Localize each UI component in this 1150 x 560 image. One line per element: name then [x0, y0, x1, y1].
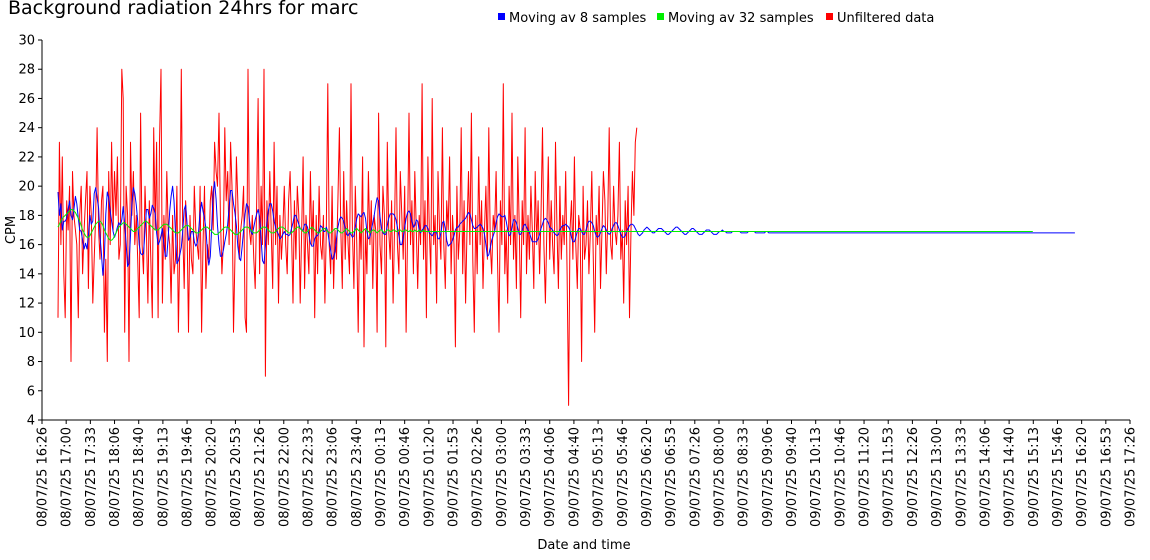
x-tick-label: 09/07/25 12:26 — [906, 427, 921, 527]
x-tick-label: 09/07/25 05:46 — [616, 427, 631, 527]
x-tick-label: 08/07/25 17:33 — [84, 427, 99, 527]
x-tick-label: 09/07/25 01:53 — [447, 427, 462, 527]
x-tick-label: 08/07/25 19:13 — [156, 427, 171, 527]
x-tick-label: 08/07/25 19:46 — [181, 427, 196, 527]
y-tick-label: 6 — [27, 384, 35, 399]
x-tick-label: 08/07/25 23:06 — [326, 427, 341, 527]
x-tick-label: 09/07/25 08:33 — [737, 427, 752, 527]
legend-label: Unfiltered data — [837, 11, 934, 26]
y-tick-label: 10 — [18, 326, 35, 341]
x-tick-label: 08/07/25 20:53 — [229, 427, 244, 527]
x-tick-label: 08/07/25 21:26 — [253, 427, 268, 527]
x-tick-label: 09/07/25 00:46 — [398, 427, 413, 527]
y-tick-label: 28 — [18, 63, 35, 78]
series-line-unfiltered — [57, 68, 638, 406]
series-line-moving-av-32 — [57, 209, 1033, 241]
x-tick-label: 09/07/25 06:53 — [664, 427, 679, 527]
y-axis-label: CPM — [4, 216, 19, 244]
y-tick-label: 4 — [27, 414, 35, 429]
y-tick-label: 8 — [27, 355, 35, 370]
x-tick-label: 09/07/25 16:20 — [1075, 427, 1090, 527]
x-tick-label: 09/07/25 07:26 — [688, 427, 703, 527]
x-tick-label: 09/07/25 15:13 — [1027, 427, 1042, 527]
legend-label: Moving av 8 samples — [509, 11, 647, 26]
legend-swatch — [498, 13, 505, 20]
y-tick-label: 26 — [18, 92, 35, 107]
x-tick-label: 09/07/25 17:26 — [1124, 427, 1139, 527]
series-line-moving-av-8 — [57, 181, 1075, 276]
x-tick-label: 08/07/25 20:20 — [205, 427, 220, 527]
x-tick-label: 08/07/25 23:40 — [350, 427, 365, 527]
x-tick-label: 09/07/25 11:53 — [882, 427, 897, 527]
x-tick-label: 09/07/25 03:33 — [519, 427, 534, 527]
x-tick-label: 09/07/25 08:00 — [712, 427, 727, 527]
y-tick-label: 14 — [18, 267, 35, 282]
legend-label: Moving av 32 samples — [668, 11, 814, 26]
y-tick-label: 22 — [18, 150, 35, 165]
y-tick-label: 12 — [18, 297, 35, 312]
y-tick-label: 18 — [18, 209, 35, 224]
legend-swatch — [826, 13, 833, 20]
x-tick-label: 09/07/25 09:06 — [761, 427, 776, 527]
y-tick-label: 16 — [18, 238, 35, 253]
series-layer — [57, 68, 1075, 406]
x-tick-label: 09/07/25 13:00 — [930, 427, 945, 527]
legend: Moving av 8 samples Moving av 32 samples U… — [498, 11, 934, 26]
x-tick-label: 08/07/25 22:00 — [277, 427, 292, 527]
x-tick-label: 09/07/25 14:06 — [978, 427, 993, 527]
chart-title: Background radiation 24hrs for marc — [8, 0, 359, 19]
x-tick-label: 08/07/25 22:33 — [301, 427, 316, 527]
y-tick-label: 20 — [18, 180, 35, 195]
x-tick-label: 09/07/25 06:20 — [640, 427, 655, 527]
x-tick-label: 09/07/25 09:40 — [785, 427, 800, 527]
x-tick-label: 09/07/25 11:20 — [858, 427, 873, 527]
axes-layer: 4 6 8 10 12 14 16 18 20 22 24 26 28 30 08/07/25 16:26 0… — [18, 34, 1138, 527]
x-tick-label: 09/07/25 01:20 — [422, 427, 437, 527]
x-tick-label: 08/07/25 18:06 — [108, 427, 123, 527]
x-tick-label: 09/07/25 03:00 — [495, 427, 510, 527]
legend-swatch — [657, 13, 664, 20]
x-tick-label: 09/07/25 00:13 — [374, 427, 389, 527]
y-tick-label: 30 — [18, 34, 35, 49]
y-tick-label: 24 — [18, 121, 35, 136]
x-tick-label: 09/07/25 04:06 — [543, 427, 558, 527]
x-tick-label: 08/07/25 17:00 — [60, 427, 75, 527]
x-tick-label: 09/07/25 05:13 — [592, 427, 607, 527]
x-tick-label: 08/07/25 18:40 — [132, 427, 147, 527]
x-tick-label: 09/07/25 15:46 — [1051, 427, 1066, 527]
x-tick-label: 09/07/25 16:53 — [1099, 427, 1114, 527]
x-tick-label: 09/07/25 14:40 — [1003, 427, 1018, 527]
x-tick-label: 09/07/25 04:40 — [567, 427, 582, 527]
x-axis-label: Date and time — [537, 538, 630, 553]
x-tick-label: 09/07/25 10:46 — [833, 427, 848, 527]
x-tick-label: 09/07/25 13:33 — [954, 427, 969, 527]
x-tick-label: 09/07/25 10:13 — [809, 427, 824, 527]
x-tick-label: 09/07/25 02:26 — [471, 427, 486, 527]
x-tick-label: 08/07/25 16:26 — [36, 427, 51, 527]
